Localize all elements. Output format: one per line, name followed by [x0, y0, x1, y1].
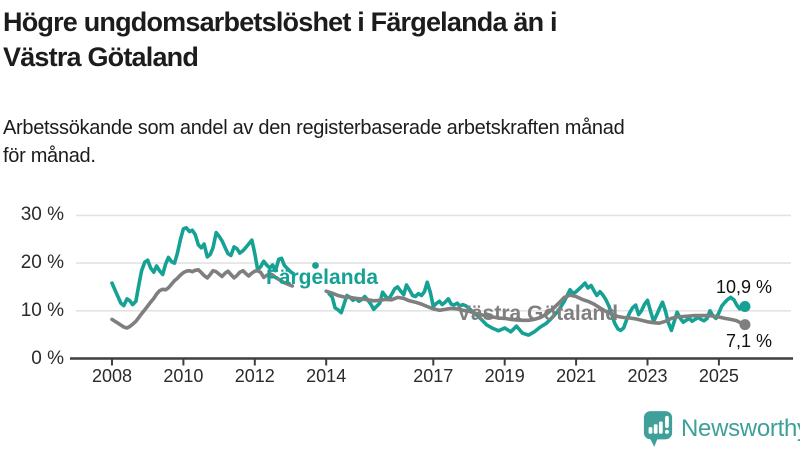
latest-value-dot-2 — [739, 319, 751, 331]
page-title-line-2: Västra Götaland — [3, 42, 199, 72]
end-value-label-vastra-gotaland: 7,1 % — [725, 331, 772, 351]
x-tick-label: 2012 — [234, 366, 275, 386]
x-tick-label: 2025 — [698, 366, 739, 386]
y-tick-label: 0 % — [31, 347, 64, 369]
y-tick-label: 30 % — [20, 204, 64, 226]
chart-subtitle: Arbetssökande som andel av den registerb… — [3, 114, 793, 170]
newsworthy-speech-bubble-bar-chart-icon — [643, 411, 673, 447]
y-tick-label: 20 % — [20, 252, 64, 274]
x-tick-label: 2023 — [627, 366, 668, 386]
newsworthy-wordmark: Newsworthy — [681, 415, 800, 442]
series-label-fargelanda: Färgelanda — [266, 266, 379, 289]
page-title: Högre ungdomsarbetslöshet i Färgelanda ä… — [3, 5, 763, 75]
y-tick-label: 10 % — [20, 299, 64, 321]
page-title-line-1: Högre ungdomsarbetslöshet i Färgelanda ä… — [3, 7, 558, 37]
x-tick-label: 2017 — [413, 366, 454, 386]
chart-subtitle-line-1: Arbetssökande som andel av den registerb… — [3, 117, 625, 139]
series-label-vastra-gotaland: Västra Götaland — [457, 302, 619, 325]
x-tick-label: 2021 — [556, 366, 597, 386]
newsworthy-brand: Newsworthy — [642, 409, 800, 449]
x-tick-label: 2014 — [306, 366, 347, 386]
chart-subtitle-line-2: för månad. — [3, 145, 96, 167]
end-value-label-fargelanda: 10,9 % — [715, 277, 772, 297]
x-tick-label: 2019 — [484, 366, 525, 386]
x-tick-label: 2010 — [163, 366, 204, 386]
x-tick-label: 2008 — [91, 366, 133, 386]
latest-value-dot-1 — [739, 301, 751, 313]
